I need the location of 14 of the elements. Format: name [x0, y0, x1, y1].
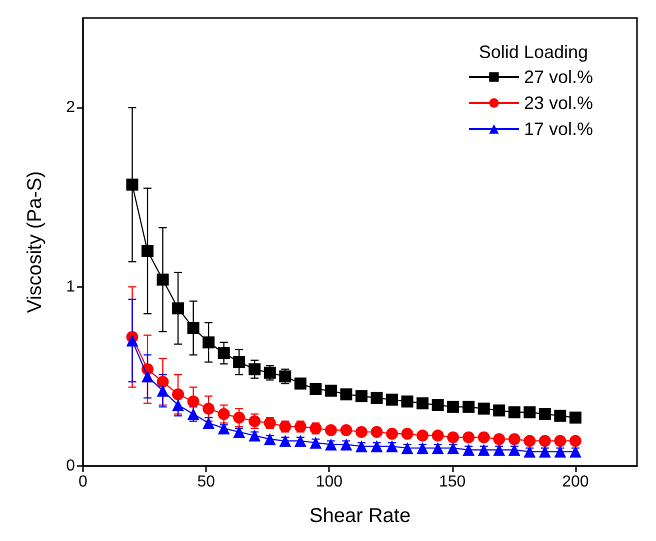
legend-label: 23 vol.% [524, 93, 594, 113]
x-axis-title: Shear Rate [309, 505, 411, 527]
x-tick-label: 100 [316, 474, 343, 490]
y-tick-label: 2 [66, 99, 76, 116]
x-tick-label: 0 [78, 474, 88, 490]
legend-label: 27 vol.% [524, 67, 594, 87]
y-tick-label: 1 [66, 278, 76, 296]
x-tick-label: 200 [562, 474, 589, 490]
x-tick-label: 150 [438, 474, 466, 490]
x-tick-label: 50 [197, 474, 216, 490]
legend-label: 17 vol.% [524, 119, 594, 139]
legend-title: Solid Loading [478, 42, 588, 62]
y-tick-label: 0 [66, 458, 76, 474]
y-axis-title: Viscosity (Pa-S) [24, 171, 46, 313]
